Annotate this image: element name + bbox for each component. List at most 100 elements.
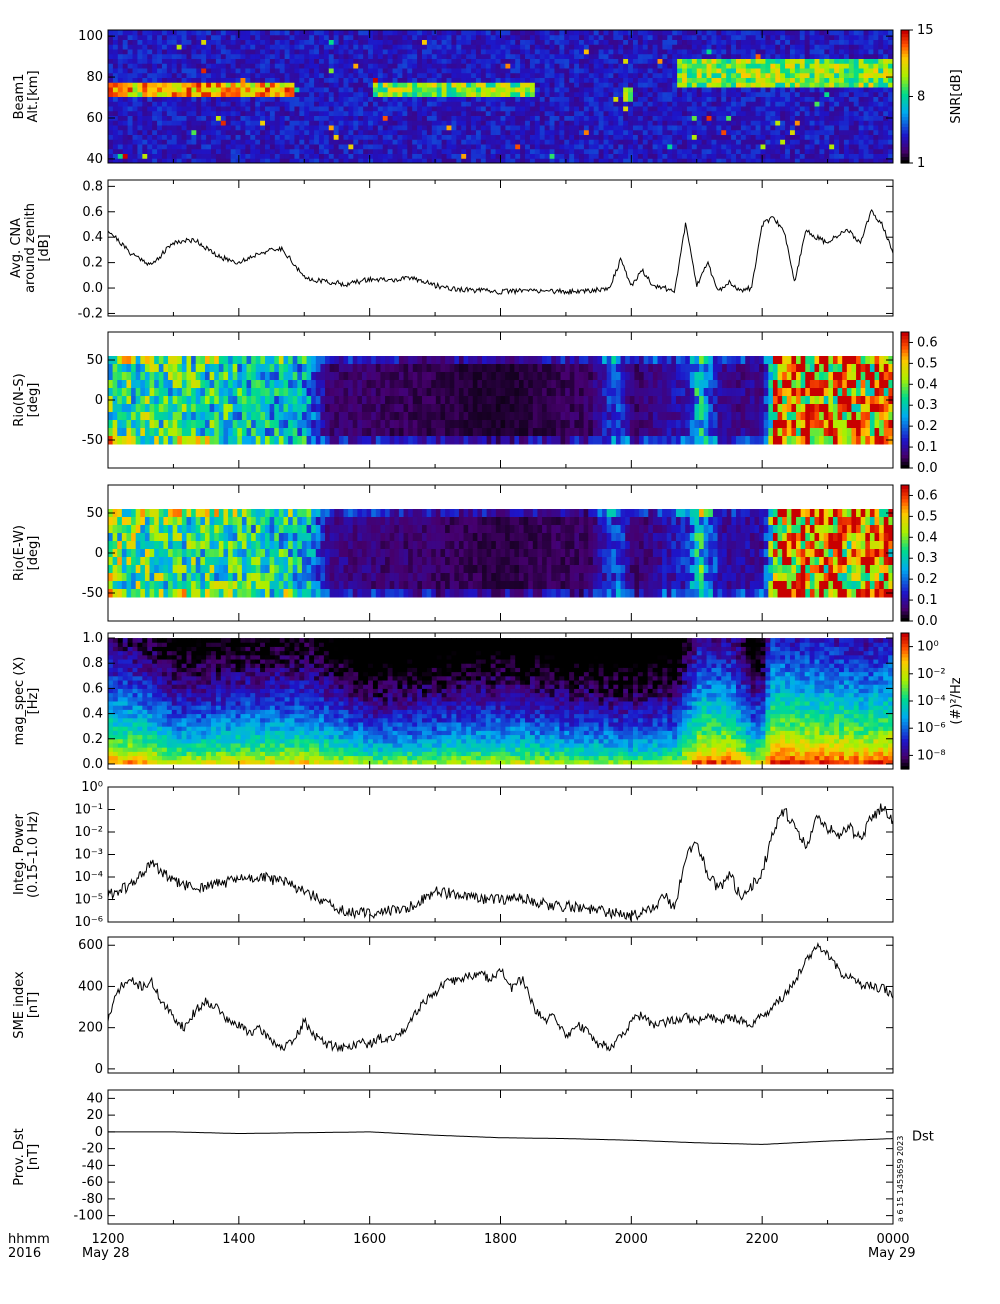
heatmap-cell [280,130,285,135]
heatmap-cell [123,82,128,87]
heatmap-cell [163,412,168,421]
heatmap-cell [427,144,432,149]
heatmap-cell [628,144,633,149]
heatmap-cell [658,125,663,130]
heatmap-cell [466,130,471,135]
heatmap-cell [653,97,658,102]
heatmap-cell [358,92,363,97]
heatmap-cell [177,63,182,68]
heatmap-cell [790,106,795,111]
heatmap-cell [707,35,712,40]
heatmap-cell [344,49,349,54]
heatmap-cell [682,92,687,97]
heatmap-cell [245,106,250,111]
heatmap-cell [108,149,113,154]
heatmap-cell [136,372,141,381]
heatmap-cell [270,106,275,111]
heatmap-cell [589,106,594,111]
heatmap-cell [702,120,707,125]
heatmap-cell [849,68,854,73]
heatmap-cell [152,92,157,97]
heatmap-cell [344,135,349,140]
heatmap-cell [210,412,215,421]
heatmap-cell [824,54,829,59]
heatmap-cell [358,30,363,35]
heatmap-cell [501,130,506,135]
heatmap-cell [206,35,211,40]
heatmap-cell [427,49,432,54]
heatmap-cell [746,63,751,68]
heatmap-cell [177,139,182,144]
heatmap-cell [530,73,535,78]
heatmap-cell [236,135,241,140]
heatmap-cell [736,120,741,125]
heatmap-cell [228,396,233,405]
heatmap-cell [388,63,393,68]
heatmap-cell [456,78,461,83]
heatmap-cell [447,130,452,135]
heatmap-cell [486,78,491,83]
heatmap-cell [486,125,491,130]
heatmap-cell [859,120,864,125]
heatmap-cell [242,396,247,405]
heatmap-cell [741,120,746,125]
heatmap-cell [196,130,201,135]
heatmap-cell [643,92,648,97]
heatmap-cell [761,154,766,159]
heatmap-cell [422,78,427,83]
heatmap-cell [716,154,721,159]
heatmap-cell [182,111,187,116]
heatmap-cell [594,154,599,159]
heatmap-cell [397,120,402,125]
heatmap-cell [226,135,231,140]
heatmap-cell [270,139,275,144]
heatmap-cell [432,49,437,54]
heatmap-cell [397,68,402,73]
heatmap-cell [260,111,265,116]
heatmap-cell [496,92,501,97]
heatmap-cell [868,30,873,35]
heatmap-cell [196,154,201,159]
heatmap-cell [839,82,844,87]
heatmap-cell [711,154,716,159]
heatmap-cell [378,139,383,144]
heatmap-cell [540,97,545,102]
heatmap-cell [819,111,824,116]
heatmap-cell [191,92,196,97]
heatmap-cell [520,68,525,73]
heatmap-cell [868,73,873,78]
heatmap-cell [819,78,824,83]
heatmap-cell [638,139,643,144]
heatmap-cell [859,125,864,130]
heatmap-cell [182,144,187,149]
heatmap-cell [214,388,219,397]
heatmap-cell [275,125,280,130]
heatmap-cell [250,92,255,97]
heatmap-cell [545,144,550,149]
heatmap-cell [662,40,667,45]
heatmap-cell [451,97,456,102]
heatmap-cell [554,35,559,40]
heatmap-cell [358,59,363,64]
heatmap-cell [496,59,501,64]
heatmap-cell [191,82,196,87]
heatmap-cell [775,82,780,87]
heatmap-cell [280,49,285,54]
heatmap-cell [697,40,702,45]
heatmap-cell [173,436,178,445]
heatmap-cell [442,97,447,102]
heatmap-cell [373,73,378,78]
heatmap-cell [864,44,869,49]
heatmap-cell [667,63,672,68]
heatmap-cell [363,87,368,92]
heatmap-cell [344,154,349,159]
heatmap-cell [471,49,476,54]
heatmap-cell [702,116,707,121]
heatmap-cell [290,59,295,64]
heatmap-cell [201,73,206,78]
heatmap-cell [658,49,663,54]
heatmap-cell [662,125,667,130]
heatmap-cell [275,30,280,35]
heatmap-cell [702,154,707,159]
heatmap-cell [716,97,721,102]
